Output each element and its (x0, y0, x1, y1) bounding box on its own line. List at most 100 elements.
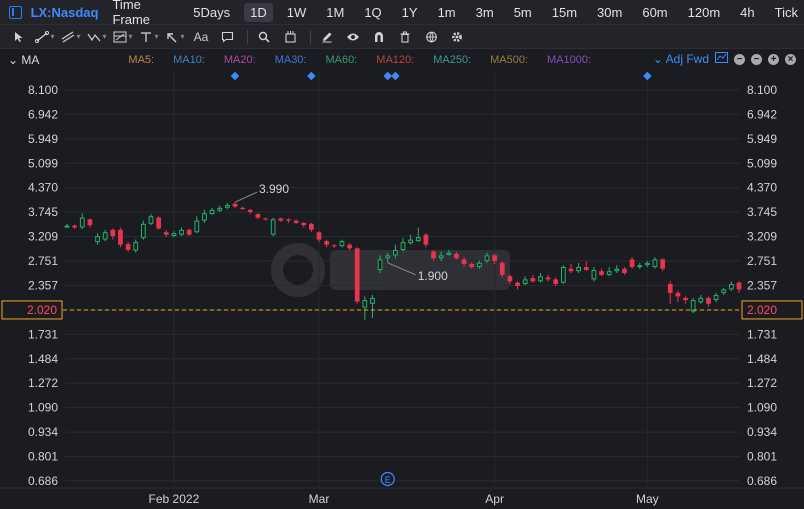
timeframe-3min[interactable]: 3m (475, 4, 494, 20)
candle[interactable] (530, 274, 536, 283)
timeframe-1min[interactable]: 1m (437, 4, 456, 20)
candle[interactable] (95, 233, 100, 245)
candle[interactable] (392, 244, 398, 259)
arrow-icon[interactable] (164, 28, 186, 46)
plus-circle-icon[interactable]: + (768, 53, 779, 65)
candle[interactable] (538, 273, 543, 283)
eye-icon[interactable] (342, 28, 364, 46)
timeframe-tick[interactable]: Tick (774, 4, 798, 20)
candle[interactable] (331, 244, 337, 248)
candle[interactable] (72, 224, 78, 229)
candle[interactable] (171, 231, 177, 238)
candle[interactable] (194, 216, 200, 234)
wave-icon[interactable] (86, 28, 108, 46)
price-chart[interactable]: 3.990 1.900 2.020 2.020 E 8.100 8.100 6.942 6.9… (0, 70, 804, 509)
candle[interactable] (423, 233, 429, 248)
candle[interactable] (652, 257, 658, 269)
candle[interactable] (667, 281, 673, 304)
adjustment-dropdown[interactable]: ⌄ Adj Fwd (653, 52, 709, 66)
candle[interactable] (140, 220, 146, 240)
candle[interactable] (270, 217, 276, 237)
candle[interactable] (339, 239, 345, 248)
minus-circle-icon[interactable]: − (751, 53, 762, 65)
candle[interactable] (599, 268, 604, 277)
candle[interactable] (217, 205, 223, 212)
magnet-icon[interactable] (368, 28, 390, 46)
earnings-event-icon[interactable]: E (380, 471, 395, 487)
candle[interactable] (362, 296, 368, 320)
candle[interactable] (179, 227, 184, 237)
candle[interactable] (102, 229, 108, 242)
candle[interactable] (186, 228, 192, 237)
candle[interactable] (324, 239, 330, 248)
timeframe-1y[interactable]: 1Y (401, 4, 418, 20)
candle[interactable] (438, 251, 444, 262)
candle[interactable] (301, 221, 307, 228)
channel-icon[interactable] (60, 28, 82, 46)
candle[interactable] (400, 238, 406, 252)
candle[interactable] (64, 223, 70, 228)
candle[interactable] (476, 260, 482, 269)
symbol-title[interactable]: LX:Nasdaq (30, 4, 99, 20)
timeframe-5min[interactable]: 5m (513, 4, 532, 20)
candle[interactable] (286, 218, 291, 223)
candle[interactable] (278, 217, 284, 222)
axis-scale-icon[interactable] (715, 52, 728, 66)
candle[interactable] (370, 295, 375, 318)
candle[interactable] (224, 202, 230, 210)
candle[interactable] (675, 290, 681, 303)
news-marker-icon[interactable] (383, 71, 392, 81)
fib-icon[interactable] (112, 28, 134, 46)
search-icon[interactable] (253, 28, 275, 46)
candle[interactable] (644, 261, 650, 267)
text-icon[interactable]: Aa (193, 29, 209, 44)
candle[interactable] (545, 274, 551, 282)
panel-toggle-icon[interactable] (9, 5, 22, 19)
candle[interactable] (583, 261, 589, 272)
comment-icon[interactable] (216, 28, 238, 46)
candle[interactable] (492, 253, 498, 264)
timeframe-120min[interactable]: 120m (687, 4, 721, 20)
candle[interactable] (454, 251, 459, 260)
candle[interactable] (622, 266, 627, 275)
candle[interactable] (515, 281, 520, 290)
minus-circle-icon[interactable]: − (734, 53, 745, 65)
candle[interactable] (728, 281, 734, 291)
candle[interactable] (209, 207, 215, 215)
candle[interactable] (232, 202, 238, 209)
timeframe-1w[interactable]: 1W (286, 4, 307, 20)
candle[interactable] (202, 209, 207, 223)
candle[interactable] (629, 257, 635, 269)
close-circle-icon[interactable]: × (785, 53, 796, 65)
candle[interactable] (446, 249, 452, 256)
news-marker-icon[interactable] (230, 71, 240, 81)
candle[interactable] (683, 296, 688, 304)
candle[interactable] (522, 276, 528, 286)
candle[interactable] (706, 296, 711, 307)
candle[interactable] (316, 231, 322, 243)
news-marker-icon[interactable] (643, 71, 652, 81)
pencil-icon[interactable] (316, 28, 338, 46)
candle[interactable] (87, 218, 93, 228)
candle[interactable] (568, 263, 574, 274)
timeframe-30min[interactable]: 30m (597, 4, 623, 20)
screenshot-icon[interactable] (279, 28, 301, 46)
timeframe-1q[interactable]: 1Q (364, 4, 382, 20)
candle[interactable] (499, 261, 505, 278)
candle[interactable] (606, 266, 612, 277)
candle[interactable] (110, 228, 116, 240)
timeframe-5days[interactable]: 5Days (193, 4, 231, 20)
candle[interactable] (484, 252, 490, 263)
candle[interactable] (637, 262, 643, 269)
candle[interactable] (79, 213, 85, 230)
candle[interactable] (385, 252, 391, 263)
candle[interactable] (255, 213, 261, 220)
candle[interactable] (247, 209, 253, 215)
candle[interactable] (560, 265, 566, 284)
candle[interactable] (431, 249, 436, 262)
candle[interactable] (163, 229, 169, 238)
candle[interactable] (507, 274, 513, 284)
timeframe-15min[interactable]: 15m (551, 4, 578, 20)
gear-icon[interactable] (446, 28, 468, 46)
candle[interactable] (690, 297, 696, 314)
